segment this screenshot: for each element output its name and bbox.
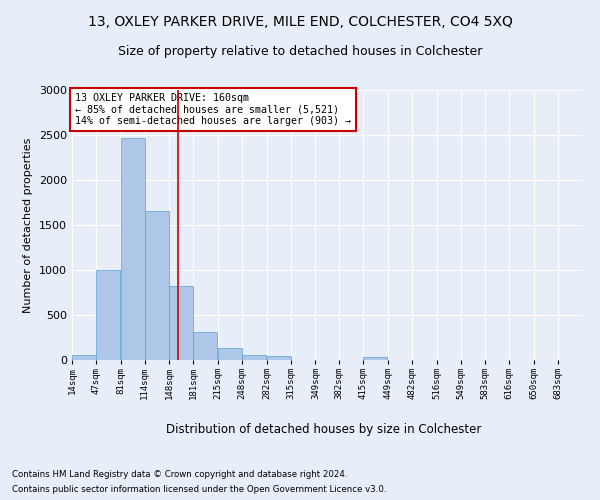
Y-axis label: Number of detached properties: Number of detached properties — [23, 138, 34, 312]
Text: Contains HM Land Registry data © Crown copyright and database right 2024.: Contains HM Land Registry data © Crown c… — [12, 470, 347, 479]
Text: Size of property relative to detached houses in Colchester: Size of property relative to detached ho… — [118, 45, 482, 58]
Bar — [267, 356, 290, 360]
Text: Contains public sector information licensed under the Open Government Licence v3: Contains public sector information licen… — [12, 485, 386, 494]
Bar — [242, 355, 266, 360]
Bar — [169, 286, 193, 360]
Bar — [121, 138, 145, 360]
Bar — [145, 210, 169, 360]
Text: Distribution of detached houses by size in Colchester: Distribution of detached houses by size … — [166, 422, 482, 436]
Text: 13 OXLEY PARKER DRIVE: 160sqm
← 85% of detached houses are smaller (5,521)
14% o: 13 OXLEY PARKER DRIVE: 160sqm ← 85% of d… — [74, 92, 350, 126]
Bar — [364, 358, 387, 360]
Bar — [96, 270, 120, 360]
Text: 13, OXLEY PARKER DRIVE, MILE END, COLCHESTER, CO4 5XQ: 13, OXLEY PARKER DRIVE, MILE END, COLCHE… — [88, 15, 512, 29]
Bar — [218, 348, 242, 360]
Bar — [72, 354, 96, 360]
Bar — [193, 332, 217, 360]
